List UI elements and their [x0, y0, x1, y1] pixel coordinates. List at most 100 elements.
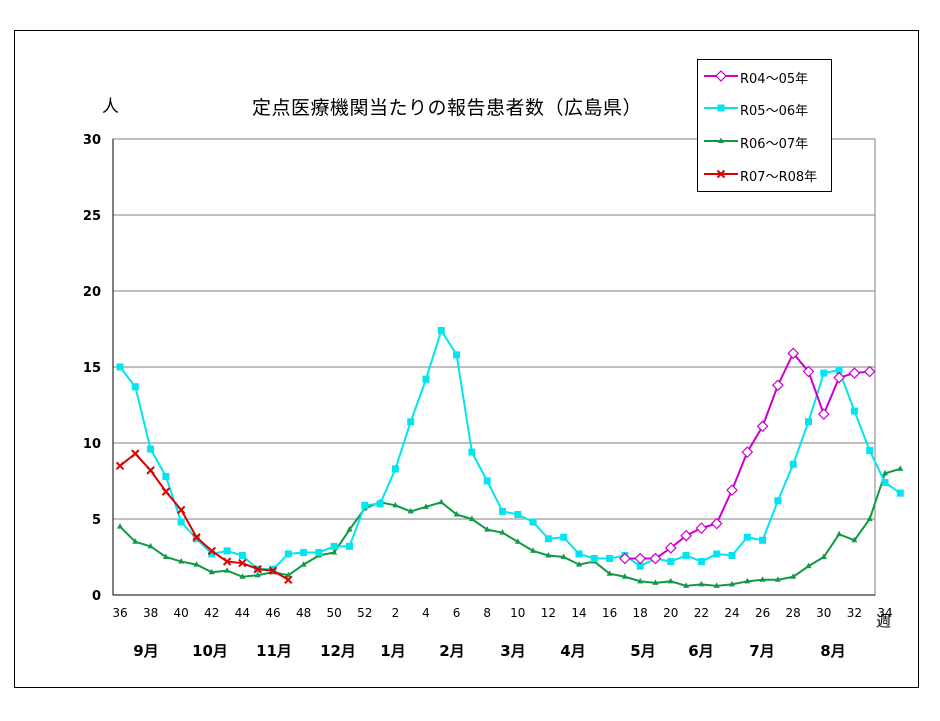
month-label: 6月 [688, 642, 713, 660]
x-tick-label: 42 [204, 606, 219, 620]
x-tick-label: 32 [847, 606, 862, 620]
data-point [848, 367, 861, 379]
data-point [346, 526, 353, 532]
month-label: 11月 [256, 642, 292, 660]
data-point [606, 570, 613, 576]
data-point [284, 550, 292, 558]
data-point [484, 526, 491, 532]
data-point [117, 523, 123, 529]
data-point [514, 510, 522, 518]
data-point [300, 548, 308, 556]
x-tick-label: 18 [633, 606, 648, 620]
data-point [802, 365, 815, 378]
legend-label: R06～07年 [740, 137, 809, 152]
data-point [147, 445, 155, 453]
data-point [851, 536, 858, 543]
data-point [208, 568, 215, 575]
data-point [805, 562, 812, 569]
x-tick-label: 28 [786, 606, 801, 620]
data-point [621, 573, 628, 579]
data-point [176, 505, 186, 515]
data-point [223, 547, 231, 555]
x-tick-label: 48 [296, 606, 311, 620]
month-label: 3月 [500, 642, 525, 660]
data-point [391, 465, 399, 473]
data-point [483, 477, 491, 485]
data-point [161, 487, 171, 496]
data-point [774, 576, 781, 582]
data-point [713, 550, 721, 558]
data-point [268, 566, 278, 575]
data-point [437, 327, 445, 335]
data-point [529, 518, 537, 526]
data-point [146, 466, 155, 475]
data-point [787, 347, 800, 360]
data-point [544, 535, 552, 543]
data-point [695, 522, 708, 534]
month-label: 2月 [439, 642, 464, 660]
x-tick-label: 26 [755, 606, 770, 620]
data-point [850, 407, 858, 415]
data-point [833, 371, 845, 384]
data-point [866, 515, 873, 521]
data-point [453, 510, 460, 517]
month-label: 5月 [630, 642, 655, 660]
data-point [376, 500, 384, 508]
data-point [667, 558, 675, 566]
data-point [222, 557, 232, 566]
x-tick-label: 8 [483, 606, 491, 620]
month-label: 8月 [820, 642, 845, 660]
legend-marker [717, 104, 725, 112]
x-tick-label: 46 [265, 606, 280, 620]
data-point [514, 538, 521, 544]
data-point [682, 551, 690, 559]
x-tick-label: 44 [235, 606, 250, 620]
data-point [729, 580, 735, 587]
data-point [361, 501, 369, 509]
data-point [634, 552, 647, 565]
legend-marker-r05 [704, 104, 738, 112]
data-point [652, 579, 659, 585]
data-point [897, 465, 904, 471]
x-tick-label: 40 [174, 606, 189, 620]
x-tick-label: 24 [724, 606, 739, 620]
x-tick-label: 6 [453, 606, 461, 620]
legend-label: R07～R08年 [740, 170, 818, 185]
y-tick-label: 15 [83, 361, 101, 376]
month-label: 1月 [380, 642, 405, 660]
legend-label: R05～06年 [740, 104, 809, 119]
data-point [193, 561, 200, 567]
data-point [438, 498, 445, 505]
x-tick-label: 14 [571, 606, 586, 620]
x-axis-unit-label: 週 [876, 612, 892, 630]
data-point [680, 529, 692, 542]
data-point [560, 533, 568, 541]
chart-legend: R04～05年 R05～06年 R06～07年 R07～R08年 [697, 59, 832, 192]
series-line-r07-08 [119, 452, 289, 581]
data-point [759, 536, 767, 544]
legend-marker [716, 169, 726, 179]
data-point [239, 573, 246, 579]
data-point [499, 507, 506, 515]
series-r07-08 [115, 449, 293, 585]
x-tick-label: 30 [816, 606, 831, 620]
data-point [162, 553, 169, 559]
data-point [726, 484, 738, 496]
series-line-r06-07 [119, 467, 901, 587]
data-point [331, 548, 338, 555]
data-point [115, 461, 125, 471]
y-axis-unit-label: 人 [102, 97, 119, 117]
legend-marker [718, 137, 724, 143]
month-label: 7月 [749, 642, 774, 660]
data-point [774, 497, 782, 505]
data-point [346, 542, 353, 550]
data-point [147, 542, 154, 549]
month-label: 4月 [560, 642, 585, 660]
data-point [881, 479, 889, 487]
data-point [224, 567, 231, 573]
data-point [162, 472, 170, 480]
data-point [896, 489, 904, 497]
x-tick-label: 16 [602, 606, 617, 620]
data-point [728, 551, 736, 559]
